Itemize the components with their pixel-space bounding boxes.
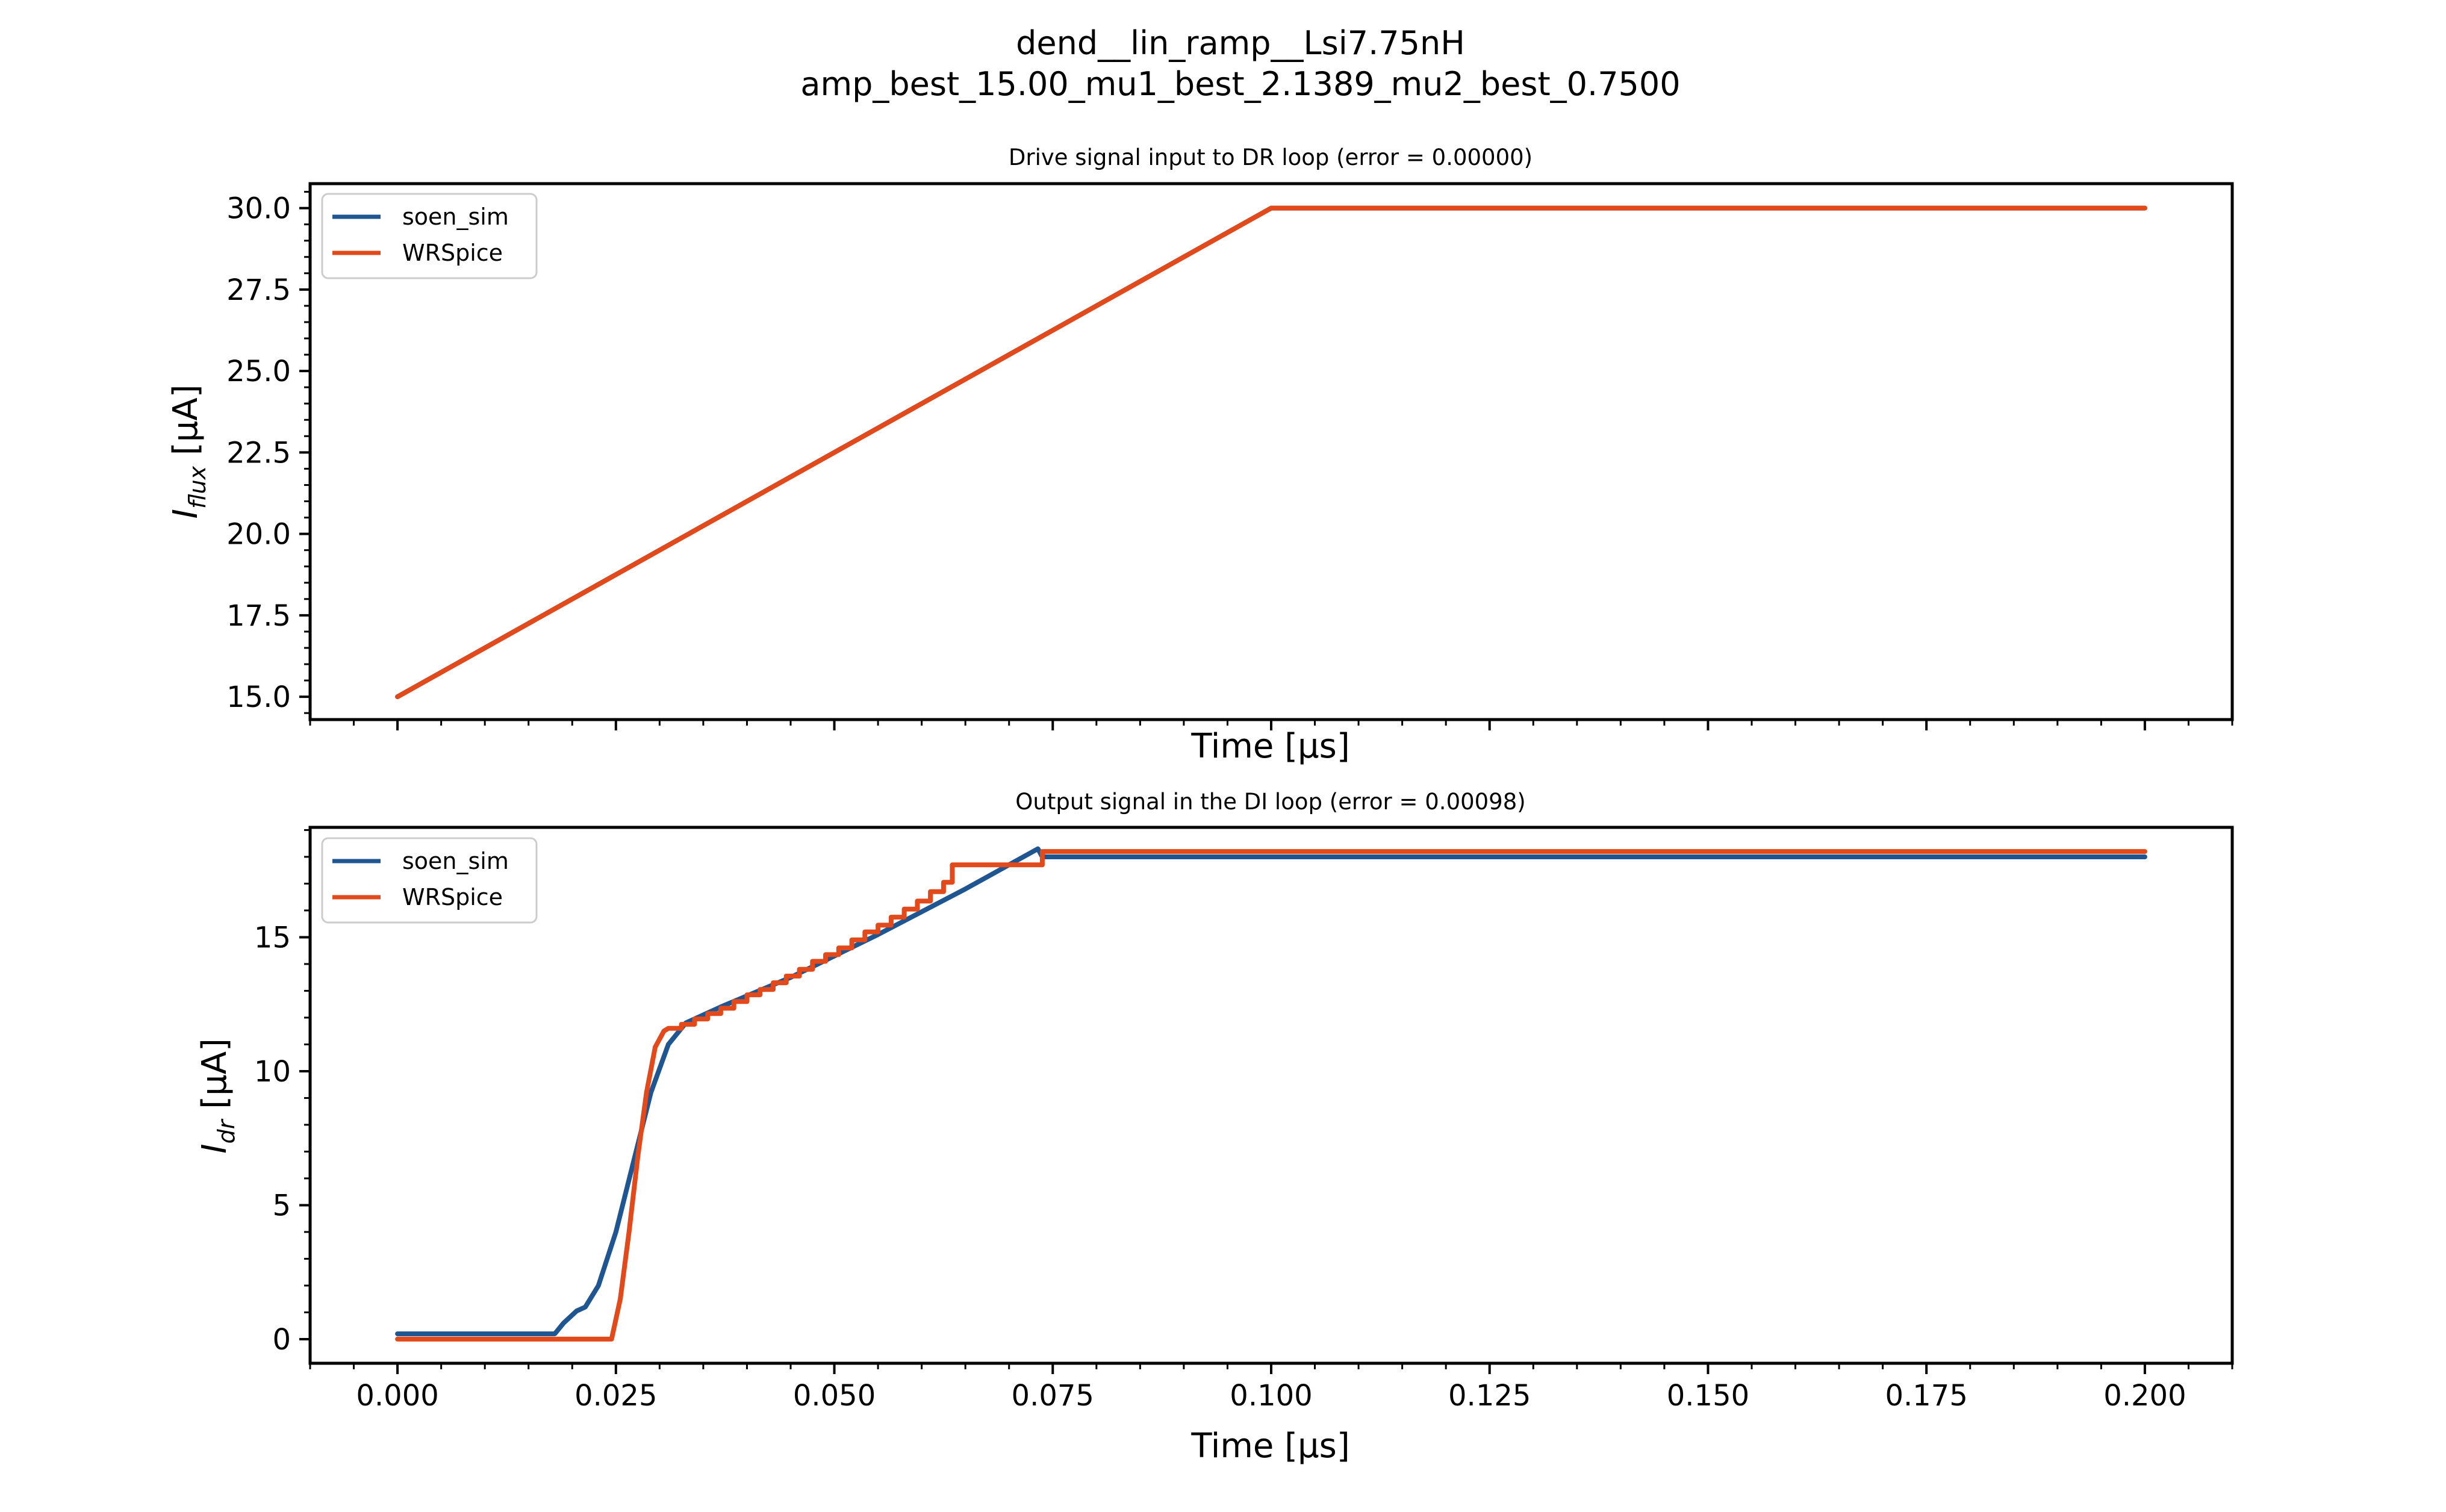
drive-signal-frame bbox=[308, 182, 2234, 721]
output-signal-ticks: 0.000 0.025 0.050 0.075 0.100 0.125 0.150 0.175… bbox=[254, 829, 2233, 1413]
drive-signal-ytick-label: 22.5 bbox=[226, 436, 291, 470]
drive-signal-xlabel: Time [μs] bbox=[1190, 727, 1349, 766]
drive-signal-ytick-label: 27.5 bbox=[226, 273, 291, 307]
drive-signal-title: Drive signal input to DR loop (error = 0… bbox=[1009, 145, 1533, 170]
output-signal-frame bbox=[308, 826, 2234, 1365]
drive-signal-legend: soen_sim WRSpice bbox=[321, 193, 538, 279]
drive-signal-ytick-label: 20.0 bbox=[226, 518, 291, 552]
figure-title-line1: dend__lin_ramp__Lsi7.75nH bbox=[1016, 24, 1465, 62]
output-signal-series-wrspice bbox=[395, 849, 2147, 1342]
output-signal-xlabel: Time [μs] bbox=[1190, 1426, 1349, 1466]
output-signal-xtick-label: 0.000 bbox=[356, 1379, 438, 1413]
output-signal-xtick-label: 0.200 bbox=[2103, 1379, 2186, 1413]
drive-signal-subplot: Drive signal input to DR loop (error = 0… bbox=[166, 145, 2234, 766]
legend-label-soen-sim: soen_sim bbox=[402, 848, 509, 874]
output-signal-legend: soen_sim WRSpice bbox=[321, 837, 538, 924]
output-signal-series-soen-sim bbox=[395, 846, 2147, 1337]
output-signal-subplot: Output signal in the DI loop (error = 0.… bbox=[195, 789, 2234, 1466]
drive-signal-ytick-label: 17.5 bbox=[226, 599, 291, 633]
output-signal-ytick-label: 15 bbox=[254, 921, 291, 954]
output-signal-xtick-label: 0.150 bbox=[1667, 1379, 1749, 1413]
drive-signal-ylabel: Iflux [μA] bbox=[166, 384, 211, 518]
output-signal-xtick-label: 0.075 bbox=[1012, 1379, 1094, 1413]
figure-title-line2: amp_best_15.00_mu1_best_2.1389_mu2_best_… bbox=[800, 65, 1680, 103]
output-signal-ytick-label: 0 bbox=[272, 1323, 291, 1357]
output-signal-title: Output signal in the DI loop (error = 0.… bbox=[1015, 789, 1525, 815]
output-signal-xtick-label: 0.125 bbox=[1448, 1379, 1531, 1413]
drive-signal-ytick-label: 15.0 bbox=[226, 680, 291, 714]
legend-label-wrspice: WRSpice bbox=[402, 884, 503, 910]
output-signal-xtick-label: 0.100 bbox=[1230, 1379, 1312, 1413]
drive-signal-ticks: 15.0 17.5 20.0 22.5 25.0 27.5 30.0 bbox=[226, 191, 2233, 730]
output-signal-xtick-label: 0.175 bbox=[1885, 1379, 1967, 1413]
output-signal-ytick-label: 5 bbox=[272, 1189, 291, 1222]
drive-signal-series bbox=[395, 205, 2147, 700]
output-signal-series bbox=[395, 846, 2147, 1342]
drive-signal-ytick-label: 30.0 bbox=[226, 192, 291, 226]
output-signal-xtick-label: 0.025 bbox=[574, 1379, 657, 1413]
drive-signal-ytick-label: 25.0 bbox=[226, 355, 291, 388]
output-signal-xtick-label: 0.050 bbox=[793, 1379, 876, 1413]
legend-label-wrspice: WRSpice bbox=[402, 240, 503, 266]
output-signal-ytick-label: 10 bbox=[254, 1055, 291, 1089]
legend-label-soen-sim: soen_sim bbox=[402, 204, 509, 230]
drive-signal-series-wrspice bbox=[395, 205, 2147, 700]
output-signal-ylabel: Idr [μA] bbox=[195, 1038, 240, 1154]
